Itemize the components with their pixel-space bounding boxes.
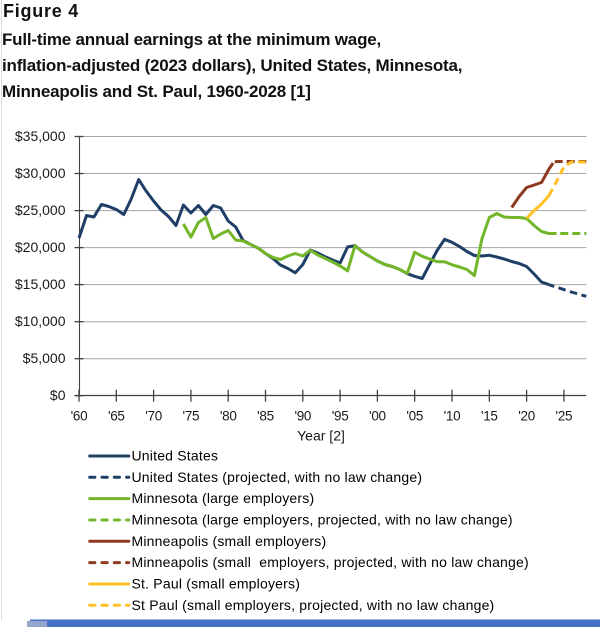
svg-text:'20: '20 [518, 408, 535, 423]
svg-text:$30,000: $30,000 [15, 165, 66, 181]
svg-text:Minnesota (large employers, pr: Minnesota (large employers, projected, w… [132, 512, 513, 528]
svg-text:Year [2]: Year [2] [297, 428, 345, 444]
svg-text:$5,000: $5,000 [23, 350, 66, 366]
svg-text:'00: '00 [369, 408, 386, 423]
svg-text:United States (projected, with: United States (projected, with no law ch… [132, 469, 423, 485]
svg-text:Minneapolis (small employers,: Minneapolis (small employers, projected,… [132, 554, 529, 570]
svg-text:St Paul (small employers, proj: St Paul (small employers, projected, wit… [132, 597, 495, 613]
svg-text:$20,000: $20,000 [15, 239, 66, 255]
svg-text:'15: '15 [481, 408, 498, 423]
svg-text:'95: '95 [332, 408, 349, 423]
svg-text:'65: '65 [108, 408, 125, 423]
svg-text:'85: '85 [257, 408, 274, 423]
svg-text:$10,000: $10,000 [15, 313, 66, 329]
svg-text:'60: '60 [71, 408, 88, 423]
svg-text:$25,000: $25,000 [15, 202, 66, 218]
svg-text:$15,000: $15,000 [15, 276, 66, 292]
svg-text:'80: '80 [220, 408, 237, 423]
svg-text:United States: United States [132, 448, 219, 464]
svg-text:'10: '10 [444, 408, 461, 423]
svg-text:$0: $0 [50, 387, 66, 403]
svg-text:'90: '90 [294, 408, 311, 423]
svg-text:'75: '75 [183, 408, 200, 423]
svg-text:St. Paul (small employers): St. Paul (small employers) [132, 576, 301, 592]
svg-text:'25: '25 [556, 408, 573, 423]
svg-text:'70: '70 [145, 408, 162, 423]
svg-text:Minneapolis (small employers): Minneapolis (small employers) [132, 533, 327, 549]
svg-text:'05: '05 [406, 408, 423, 423]
svg-text:Minnesota (large employers): Minnesota (large employers) [132, 490, 315, 506]
svg-text:$35,000: $35,000 [15, 128, 66, 144]
